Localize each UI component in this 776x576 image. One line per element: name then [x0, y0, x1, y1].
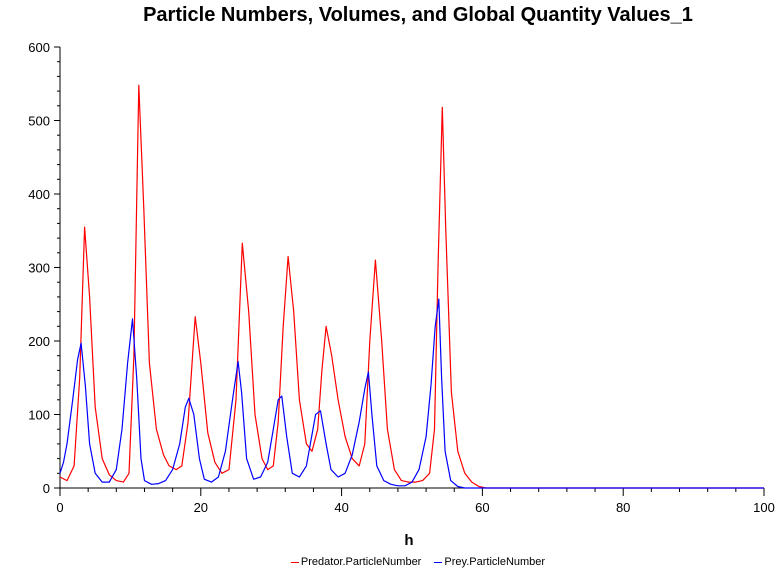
- y-tick-label: 400: [28, 187, 50, 202]
- series-lines: [59, 84, 764, 489]
- y-tick-label: 200: [28, 334, 50, 349]
- legend-item-prey: Prey.ParticleNumber: [434, 556, 545, 568]
- x-tick-label: 20: [194, 500, 208, 515]
- legend-swatch-predator: [290, 561, 299, 563]
- legend-swatch-prey: [434, 561, 443, 563]
- y-tick-label: 300: [28, 261, 50, 276]
- y-tick-label: 100: [28, 408, 50, 423]
- x-tick-label: 80: [616, 500, 630, 515]
- y-tick-label: 500: [28, 114, 50, 129]
- x-axis-label: h: [404, 532, 413, 549]
- legend-item-predator: Predator.ParticleNumber: [290, 556, 422, 568]
- x-tick-label: 40: [334, 500, 348, 515]
- y-tick-label: 600: [28, 40, 50, 55]
- chart-title: Particle Numbers, Volumes, and Global Qu…: [143, 4, 693, 26]
- y-tick-label: 0: [43, 481, 50, 496]
- axes: 0 100 200 300 400 500 600 0 20 40 60 80 100: [28, 40, 775, 515]
- x-tick-label: 100: [753, 500, 775, 515]
- legend-label-predator: Predator.ParticleNumber: [300, 556, 422, 568]
- series-line-prey: [59, 298, 764, 489]
- legend: Predator.ParticleNumber Prey.ParticleNum…: [0, 556, 776, 568]
- x-tick-label: 0: [56, 500, 63, 515]
- legend-label-prey: Prey.ParticleNumber: [444, 556, 546, 568]
- series-line-predator: [59, 84, 764, 489]
- x-tick-label: 60: [475, 500, 489, 515]
